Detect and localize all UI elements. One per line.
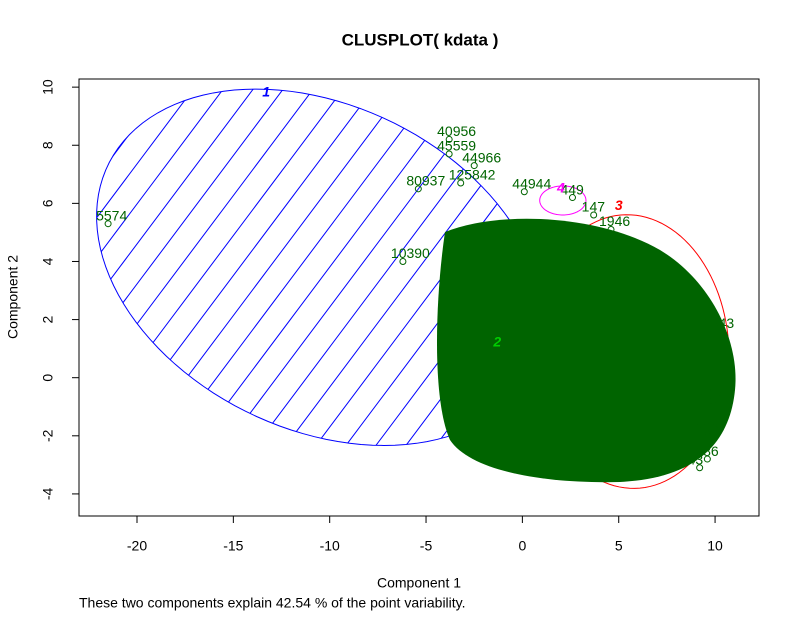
hatch-line: [96, 89, 201, 446]
point-label: 186: [695, 443, 719, 459]
point-label: 10390: [391, 245, 430, 261]
point-label: 1943: [703, 315, 734, 331]
point-label: 449: [560, 181, 584, 197]
x-tick-label: -5: [420, 538, 433, 554]
hatch-line: [96, 89, 231, 446]
y-tick-label: 4: [40, 257, 56, 265]
point: [445, 135, 453, 143]
point: [520, 188, 528, 196]
y-tick-label: 6: [40, 199, 56, 207]
cluster-ellipse: [539, 185, 587, 216]
point: [414, 185, 422, 193]
point-label: 1946: [599, 213, 630, 229]
y-tick-label: 10: [40, 79, 56, 95]
x-tick-label: 0: [518, 538, 526, 554]
point: [399, 257, 407, 265]
point: [696, 464, 704, 472]
hatch-line: [139, 89, 471, 446]
cluster-label: 3: [615, 197, 623, 213]
y-tick-label: -2: [40, 429, 56, 442]
plot-frame: [78, 78, 760, 517]
hatch-line: [96, 89, 261, 446]
hatch-line: [770, 80, 800, 520]
cluster-label: 1: [262, 84, 270, 100]
x-tick-label: -15: [223, 538, 243, 554]
point-label: 147: [582, 199, 606, 215]
hatch-line: [96, 89, 411, 446]
hatch-line: [109, 89, 441, 446]
y-tick-label: 8: [40, 141, 56, 149]
point: [709, 397, 717, 405]
point: [711, 327, 719, 335]
x-tick-label: 10: [707, 538, 723, 554]
point-label: 43: [688, 451, 704, 467]
hatch-line: [96, 89, 171, 446]
x-tick-label: -20: [127, 538, 147, 554]
cluster-ellipse: [96, 88, 544, 446]
hatch-line: [96, 89, 351, 446]
point: [470, 162, 478, 170]
point: [104, 220, 112, 228]
point: [703, 455, 711, 463]
x-axis-label: Component 1: [377, 575, 461, 591]
point: [457, 179, 465, 187]
point-label: 44944: [512, 175, 551, 191]
x-tick-label: -10: [320, 538, 340, 554]
hatch-line: [740, 80, 800, 520]
point: [445, 150, 453, 158]
point-label: 5574: [96, 207, 127, 223]
hatch-line: [710, 80, 800, 520]
point: [568, 194, 576, 202]
y-tick-label: 0: [40, 374, 56, 382]
hatch-line: [96, 89, 381, 446]
point-label: 125842: [449, 167, 496, 183]
y-tick-label: -4: [40, 487, 56, 500]
point: [703, 432, 711, 440]
point-label: 80937: [406, 173, 445, 189]
hatch-line: [96, 89, 141, 446]
chart-title: CLUSPLOT( kdata ): [342, 30, 499, 49]
hatch-line: [96, 89, 321, 446]
point: [590, 211, 598, 219]
y-tick-label: 2: [40, 315, 56, 323]
point-label: 40956: [437, 123, 476, 139]
point-label: 44966: [462, 149, 501, 165]
point: [607, 226, 615, 234]
subtitle: These two components explain 42.54 % of …: [79, 595, 466, 611]
cluster-label: 2: [492, 334, 501, 350]
point-label: 45559: [437, 138, 476, 154]
point-label: 417: [701, 385, 725, 401]
x-tick-label: 5: [615, 538, 623, 554]
cluster-label: 4: [556, 180, 565, 196]
point-cloud: [436, 218, 736, 483]
y-axis-label: Component 2: [5, 255, 21, 339]
hatch-line: [96, 89, 291, 446]
point-label: 306: [695, 420, 719, 436]
